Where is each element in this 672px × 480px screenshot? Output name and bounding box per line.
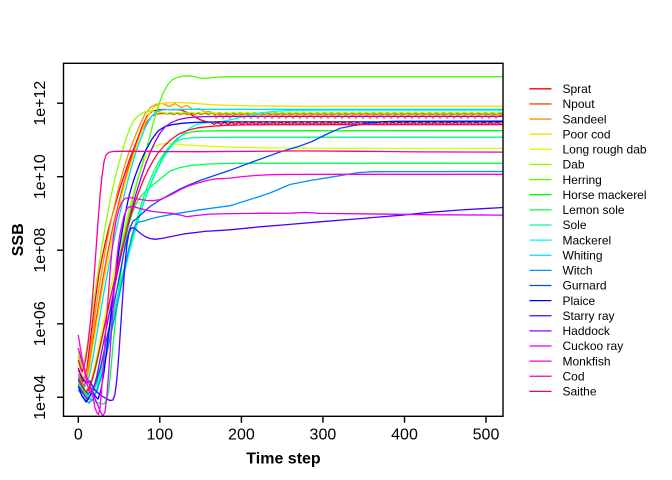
svg-text:Sole: Sole [563,218,587,232]
svg-text:Cuckoo ray: Cuckoo ray [563,339,624,353]
svg-text:Whiting: Whiting [563,248,603,262]
svg-text:Plaice: Plaice [563,294,596,308]
svg-text:Dab: Dab [563,158,585,172]
svg-text:Time step: Time step [246,451,321,468]
svg-text:Haddock: Haddock [563,324,611,338]
svg-text:1e+08: 1e+08 [32,228,49,273]
svg-text:Lemon sole: Lemon sole [563,203,625,217]
svg-text:1e+06: 1e+06 [32,301,49,346]
svg-text:Poor cod: Poor cod [563,127,611,141]
svg-text:Cod: Cod [563,369,585,383]
svg-text:500: 500 [473,427,500,444]
svg-text:1e+10: 1e+10 [32,154,49,199]
svg-text:Starry ray: Starry ray [563,309,615,323]
svg-text:Herring: Herring [563,173,602,187]
svg-text:Long rough dab: Long rough dab [563,143,647,157]
svg-text:Gurnard: Gurnard [563,279,607,293]
svg-text:Monkfish: Monkfish [563,354,611,368]
svg-text:Sprat: Sprat [563,82,592,96]
svg-text:SSB: SSB [10,223,27,256]
svg-text:0: 0 [74,427,83,444]
svg-text:200: 200 [228,427,255,444]
svg-text:Horse mackerel: Horse mackerel [563,188,647,202]
svg-text:100: 100 [146,427,173,444]
svg-text:Sandeel: Sandeel [563,112,607,126]
svg-text:Npout: Npout [563,97,596,111]
svg-text:1e+12: 1e+12 [32,81,49,126]
svg-text:Mackerel: Mackerel [563,233,612,247]
svg-text:400: 400 [391,427,418,444]
svg-text:1e+04: 1e+04 [32,375,49,420]
svg-text:Saithe: Saithe [563,385,597,399]
svg-text:Witch: Witch [563,264,593,278]
svg-text:300: 300 [310,427,337,444]
